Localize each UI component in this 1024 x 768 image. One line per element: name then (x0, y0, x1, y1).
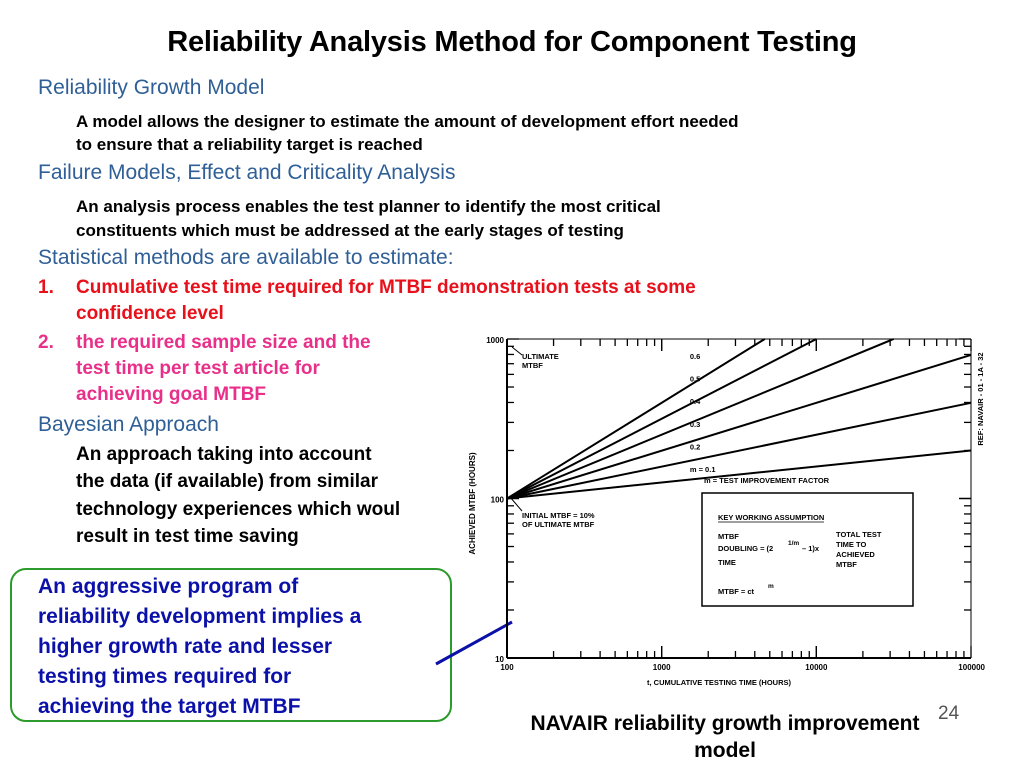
x-tick-label: 100000 (958, 663, 985, 672)
bayesian-heading: Bayesian Approach (38, 413, 219, 436)
assumption-left-3: TIME (718, 558, 736, 567)
caption-line-1: NAVAIR reliability growth improvement (530, 712, 920, 735)
series-line (506, 401, 972, 500)
assumption-right-2: TIME TO (836, 540, 866, 549)
series-line (506, 354, 972, 500)
growth-heading: Reliability Growth Model (38, 76, 265, 99)
y-tick-label: 10 (495, 655, 504, 664)
series-line (506, 449, 972, 500)
item-2-number: 2. (38, 332, 54, 353)
fmeca-text-line-2: constituents which must be addressed at … (76, 221, 624, 240)
series-label: 0.3 (690, 420, 700, 429)
page-number: 24 (938, 703, 960, 724)
ultimate-pointer (511, 346, 523, 356)
series-line (506, 338, 895, 500)
assumption-box (701, 492, 914, 607)
caption-line-2: model (694, 739, 756, 762)
x-axis-label: t, CUMULATIVE TESTING TIME (HOURS) (647, 678, 792, 687)
assumption-left-2: DOUBLING = (2 (718, 544, 773, 553)
chart-series (506, 338, 972, 500)
item-2-line-2: test time per test article for (76, 358, 320, 379)
assumption-formula-exponent: m (768, 583, 774, 590)
page-title: Reliability Analysis Method for Componen… (167, 26, 857, 58)
bayesian-text-line-2: the data (if available) from similar (76, 471, 378, 492)
bayesian-text-line-1: An approach taking into account (76, 444, 372, 465)
assumption-title: KEY WORKING ASSUMPTION (718, 513, 824, 522)
assumption-tail: – 1)x (802, 544, 820, 553)
initial-label-1: INITIAL MTBF = 10% (522, 511, 595, 520)
item-1-line-2: confidence level (76, 303, 224, 324)
item-2-line-3: achieving goal MTBF (76, 384, 267, 405)
m-definition-label: m = TEST IMPROVEMENT FACTOR (704, 476, 830, 485)
assumption-formula: MTBF = ct (718, 587, 755, 596)
bayesian-text-line-3: technology experiences which woul (76, 499, 401, 520)
y-axis-label: ACHIEVED MTBF (HOURS) (468, 452, 477, 555)
statistical-heading: Statistical methods are available to est… (38, 246, 454, 269)
callout-line-1: An aggressive program of (38, 575, 299, 598)
fmeca-text-line-1: An analysis process enables the test pla… (76, 197, 661, 216)
callout-line-5: achieving the target MTBF (38, 695, 301, 718)
initial-label-2: OF ULTIMATE MTBF (522, 520, 595, 529)
item-1-line-1: Cumulative test time required for MTBF d… (76, 277, 696, 298)
growth-text-line-1: A model allows the designer to estimate … (76, 112, 739, 131)
series-label: m = 0.1 (690, 465, 716, 474)
fmeca-heading: Failure Models, Effect and Criticality A… (38, 161, 456, 184)
callout-box (10, 568, 452, 722)
assumption-right-3: ACHIEVED (836, 550, 875, 559)
assumption-right-4: MTBF (836, 560, 857, 569)
item-2-line-1: the required sample size and the (76, 332, 371, 353)
ultimate-label-2: MTBF (522, 361, 543, 370)
x-tick-label: 100 (500, 663, 514, 672)
growth-text-line-2: to ensure that a reliability target is r… (76, 135, 423, 154)
item-1-number: 1. (38, 277, 54, 298)
bayesian-text-line-4: result in test time saving (76, 526, 299, 547)
y-tick-label: 1000 (486, 336, 504, 345)
assumption-left-1: MTBF (718, 532, 739, 541)
series-label: 0.6 (690, 352, 700, 361)
series-label: 0.4 (690, 397, 701, 406)
chart-caption: NAVAIR reliability growth improvement mo… (470, 710, 980, 764)
assumption-exponent: 1/m (788, 540, 799, 547)
initial-pointer (509, 496, 523, 512)
ultimate-label-1: ULTIMATE (522, 352, 559, 361)
series-line (506, 338, 766, 500)
series-label: 0.5 (690, 375, 700, 384)
series-label: 0.2 (690, 442, 700, 451)
reference-label: REF: NAVAIR - 01 - 1A - 32 (976, 352, 985, 445)
callout-line-3: higher growth rate and lesser (38, 635, 333, 658)
assumption-right-1: TOTAL TEST (836, 530, 882, 539)
x-tick-label: 10000 (805, 663, 828, 672)
callout-line-4: testing times required for (38, 665, 292, 688)
y-tick-label: 100 (491, 496, 505, 505)
x-tick-label: 1000 (653, 663, 671, 672)
callout-line-2: reliability development implies a (38, 605, 362, 628)
series-line (506, 338, 817, 500)
